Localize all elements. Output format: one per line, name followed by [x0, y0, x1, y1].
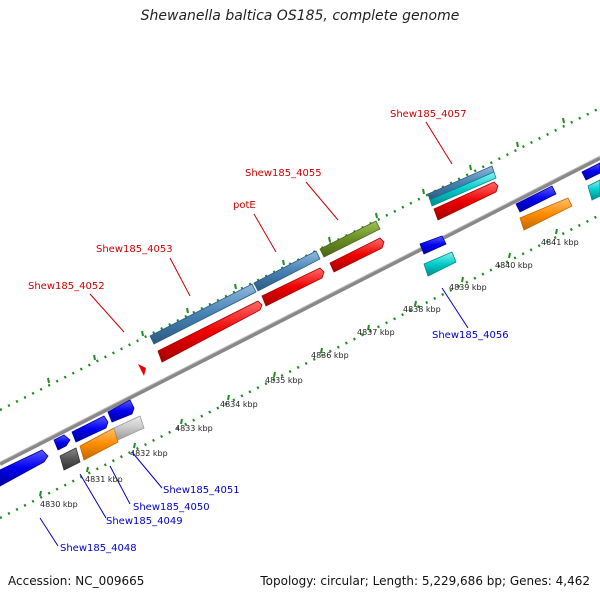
inner-major-ticks: [39, 228, 558, 497]
gene-blue-2-feature[interactable]: [71, 415, 109, 443]
gene-shew185-4048-feature[interactable]: [0, 449, 49, 487]
label-shew185-4049[interactable]: Shew185_4049: [106, 516, 183, 527]
gene-blue-3-feature[interactable]: [107, 399, 135, 423]
gene-blue-4839-feature[interactable]: [419, 235, 447, 255]
outer-major-ticks: [47, 117, 565, 384]
genome-info-text: Topology: circular; Length: 5,229,686 bp…: [260, 574, 590, 588]
label-shew185-4056[interactable]: Shew185_4056: [432, 330, 509, 341]
gene-orange-right-feature[interactable]: [519, 197, 573, 231]
gene-shew185-4049-feature[interactable]: [59, 447, 81, 471]
genome-title: Shewanella baltica OS185, complete genom…: [140, 8, 460, 24]
gene-red-3-feature[interactable]: [329, 237, 385, 273]
tick-label-4833: 4833 kbp: [175, 424, 213, 433]
tick-label-4832: 4832 kbp: [130, 449, 168, 458]
tick-label-4839: 4839 kbp: [449, 283, 487, 292]
gene-4061-feature[interactable]: [587, 179, 600, 201]
genome-backbone: [0, 156, 600, 466]
gene-shew185-4055-feature[interactable]: [319, 220, 381, 258]
label-shew185-4055[interactable]: Shew185_4055: [245, 168, 322, 179]
gene-small-red-feature[interactable]: [138, 364, 146, 376]
accession-text: Accession: NC_009665: [8, 574, 145, 588]
tick-label-4835: 4835 kbp: [265, 376, 303, 385]
outer-dotted-ring: [0, 106, 600, 412]
bottom-label-connectors: [39, 287, 469, 547]
gene-red-2-feature[interactable]: [261, 267, 325, 307]
tick-label-4840: 4840 kbp: [495, 261, 533, 270]
tick-label-4834: 4834 kbp: [220, 400, 258, 409]
tick-label-4830: 4830 kbp: [40, 500, 78, 509]
label-shew185-4051[interactable]: Shew185_4051: [163, 485, 240, 496]
tick-label-4836: 4836 kbp: [311, 351, 349, 360]
top-label-connectors: [89, 121, 453, 333]
tick-label-4831: 4831 kbp: [85, 475, 123, 484]
gene-shew185-4057b-feature[interactable]: [429, 171, 497, 207]
label-shew185-4053[interactable]: Shew185_4053: [96, 244, 173, 255]
gene-potE-feature[interactable]: [253, 250, 321, 292]
gene-red-4-feature[interactable]: [433, 181, 499, 221]
gene-blue-small-feature[interactable]: [53, 434, 71, 451]
label-shew185-4048[interactable]: Shew185_4048: [60, 543, 137, 554]
tick-label-4838: 4838 kbp: [403, 305, 441, 314]
gene-shew185-4052-feature[interactable]: [157, 300, 263, 363]
label-potE[interactable]: potE: [233, 200, 256, 211]
label-shew185-4052[interactable]: Shew185_4052: [28, 281, 105, 292]
gene-shew185-4051-feature[interactable]: [113, 415, 145, 441]
gene-shew185-4050-feature[interactable]: [79, 427, 119, 461]
tick-label-4837: 4837 kbp: [357, 328, 395, 337]
label-shew185-4057[interactable]: Shew185_4057: [390, 109, 467, 120]
gene-shew185-4056-feature[interactable]: [423, 251, 457, 277]
gene-4060-feature[interactable]: [581, 162, 600, 181]
gene-4059-feature[interactable]: [515, 185, 557, 213]
tick-label-4841: 4841 kbp: [541, 238, 579, 247]
label-shew185-4050[interactable]: Shew185_4050: [133, 502, 210, 513]
gene-shew185-4053-feature[interactable]: [149, 283, 257, 345]
